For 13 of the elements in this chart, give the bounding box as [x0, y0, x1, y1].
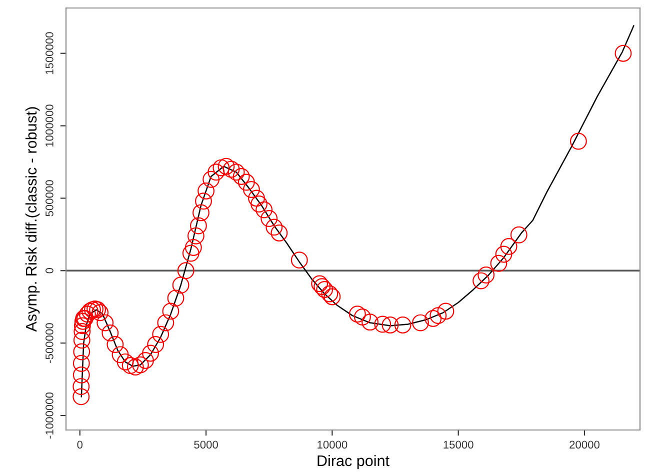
y-tick-label: -500000 — [46, 323, 54, 363]
x-tick-label: 5000 — [194, 440, 218, 449]
y-axis-title: Asymp. Risk diff.(classic - robust) — [25, 107, 40, 332]
x-axis-title: Dirac point — [318, 454, 390, 470]
x-tick-label: 10000 — [318, 440, 348, 449]
y-tick-label: 1000000 — [46, 104, 54, 147]
x-tick-label: 0 — [77, 440, 83, 449]
y-tick-label: 1500000 — [46, 32, 54, 74]
y-tick-label: 0 — [46, 268, 54, 274]
x-tick-label: 15000 — [444, 440, 474, 449]
y-tick-label: 500000 — [46, 180, 54, 216]
x-tick-label: 20000 — [570, 440, 600, 449]
y-tick-label: -1000000 — [46, 392, 54, 438]
